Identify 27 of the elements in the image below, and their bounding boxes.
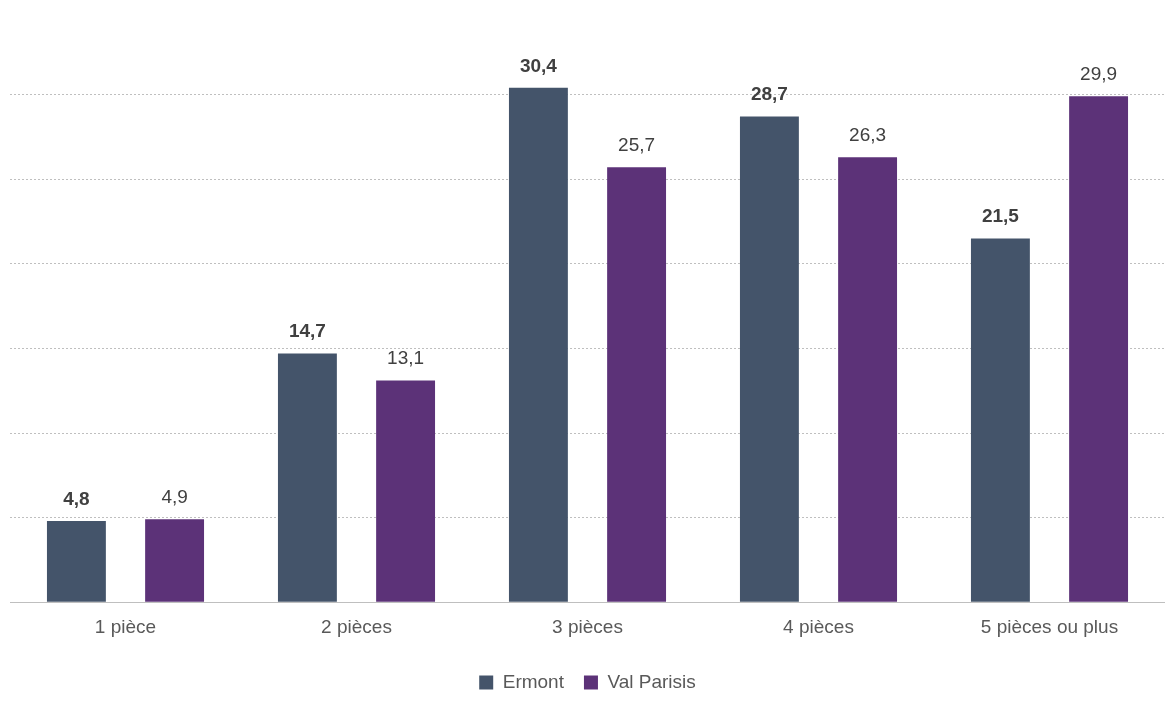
x-tick-label: 4 pièces bbox=[783, 615, 854, 637]
bar bbox=[46, 520, 106, 602]
bar bbox=[970, 238, 1030, 602]
bar bbox=[376, 380, 436, 602]
bar bbox=[145, 519, 205, 602]
x-tick-label: 5 pièces ou plus bbox=[980, 615, 1119, 637]
bar bbox=[508, 87, 568, 602]
x-tick-label: 3 pièces bbox=[552, 615, 623, 637]
x-tick-label: 1 pièce bbox=[94, 615, 157, 637]
data-label: 28,7 bbox=[750, 83, 788, 105]
data-label: 21,5 bbox=[981, 205, 1020, 227]
data-label: 13,1 bbox=[387, 347, 425, 369]
data-label: 25,7 bbox=[618, 134, 656, 156]
bar bbox=[739, 116, 799, 602]
bar bbox=[1069, 96, 1129, 602]
data-label: 14,7 bbox=[288, 320, 326, 342]
bar bbox=[277, 353, 337, 602]
data-label: 4,9 bbox=[161, 486, 188, 508]
data-label: 4,8 bbox=[63, 487, 90, 509]
bar bbox=[607, 167, 667, 602]
data-label: 26,3 bbox=[849, 123, 887, 145]
bar bbox=[838, 157, 898, 602]
data-label: 29,9 bbox=[1080, 63, 1118, 85]
data-label: 30,4 bbox=[519, 54, 558, 76]
legend-label: Ermont bbox=[502, 670, 565, 692]
legend-label: Val Parisis bbox=[607, 670, 696, 692]
x-tick-label: 2 pièces bbox=[321, 615, 392, 637]
